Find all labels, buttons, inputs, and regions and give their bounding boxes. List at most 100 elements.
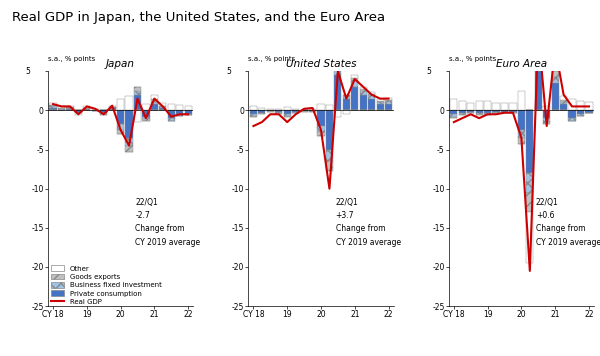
Bar [309, 109, 316, 110]
Bar [109, 106, 116, 107]
Bar [459, 110, 466, 113]
Bar [67, 106, 74, 107]
Bar [577, 101, 584, 110]
Bar [292, 110, 299, 112]
Bar [368, 91, 375, 94]
Bar [142, 110, 149, 117]
Bar [476, 113, 483, 114]
Bar [117, 130, 124, 134]
Bar [259, 113, 265, 114]
Bar [493, 113, 500, 114]
Bar [467, 103, 475, 110]
Bar [326, 150, 333, 161]
Bar [493, 103, 500, 110]
Bar [543, 118, 550, 122]
Bar [176, 114, 183, 116]
Bar [58, 106, 65, 108]
Bar [100, 113, 107, 114]
Bar [385, 104, 392, 110]
Bar [509, 112, 517, 113]
Bar [518, 130, 525, 138]
Bar [501, 110, 508, 112]
Bar [134, 95, 141, 110]
Bar [351, 87, 358, 110]
Bar [577, 110, 584, 114]
Title: Japan: Japan [106, 59, 135, 69]
Bar [509, 113, 517, 114]
Bar [501, 103, 508, 110]
Bar [109, 107, 116, 108]
Bar [450, 110, 457, 114]
Bar [49, 106, 56, 108]
Bar [309, 111, 316, 112]
Bar [167, 104, 175, 110]
Bar [560, 104, 567, 110]
Bar [543, 110, 550, 118]
Bar [476, 114, 483, 115]
Bar [509, 103, 517, 110]
Bar [185, 114, 192, 115]
Bar [351, 78, 358, 82]
Bar [476, 101, 483, 110]
Bar [568, 118, 575, 121]
Bar [501, 112, 508, 113]
Text: s.a., % points: s.a., % points [449, 56, 496, 62]
Bar [526, 173, 533, 193]
Bar [167, 110, 175, 118]
Bar [326, 110, 333, 150]
Bar [250, 116, 257, 117]
Bar [568, 110, 575, 118]
Bar [459, 114, 466, 115]
Bar [159, 107, 166, 108]
Bar [518, 138, 525, 144]
Bar [292, 112, 299, 113]
Bar [543, 122, 550, 125]
Title: Euro Area: Euro Area [496, 59, 547, 69]
Bar [560, 102, 567, 104]
Bar [586, 102, 593, 110]
Bar [117, 125, 124, 130]
Bar [467, 112, 475, 113]
Bar [377, 104, 383, 110]
Bar [284, 114, 291, 116]
Bar [385, 101, 392, 104]
Bar [359, 95, 367, 110]
Bar [109, 108, 116, 110]
Bar [83, 109, 91, 110]
Bar [467, 113, 475, 114]
Bar [275, 109, 283, 110]
Bar [484, 113, 491, 114]
Bar [450, 114, 457, 117]
Bar [577, 114, 584, 116]
Bar [284, 116, 291, 117]
Bar [551, 83, 559, 110]
Bar [117, 99, 124, 110]
Bar [326, 105, 333, 110]
Bar [49, 108, 56, 110]
Bar [292, 109, 299, 110]
Bar [185, 110, 192, 114]
Bar [92, 110, 99, 111]
Bar [467, 110, 475, 112]
Bar [535, 63, 542, 71]
Bar [317, 104, 325, 110]
Bar [75, 110, 82, 114]
Bar [551, 77, 559, 83]
Bar [267, 111, 274, 112]
Bar [459, 113, 466, 114]
Bar [450, 99, 457, 110]
Bar [75, 114, 82, 115]
Bar [459, 101, 466, 110]
Bar [493, 112, 500, 113]
Bar [125, 110, 133, 138]
Bar [125, 146, 133, 152]
Bar [67, 109, 74, 110]
Bar [67, 107, 74, 108]
Bar [343, 99, 350, 110]
Bar [334, 75, 341, 110]
Bar [501, 113, 508, 114]
Bar [275, 113, 283, 114]
Bar [92, 109, 99, 110]
Bar [100, 110, 107, 113]
Text: 5: 5 [226, 67, 231, 76]
